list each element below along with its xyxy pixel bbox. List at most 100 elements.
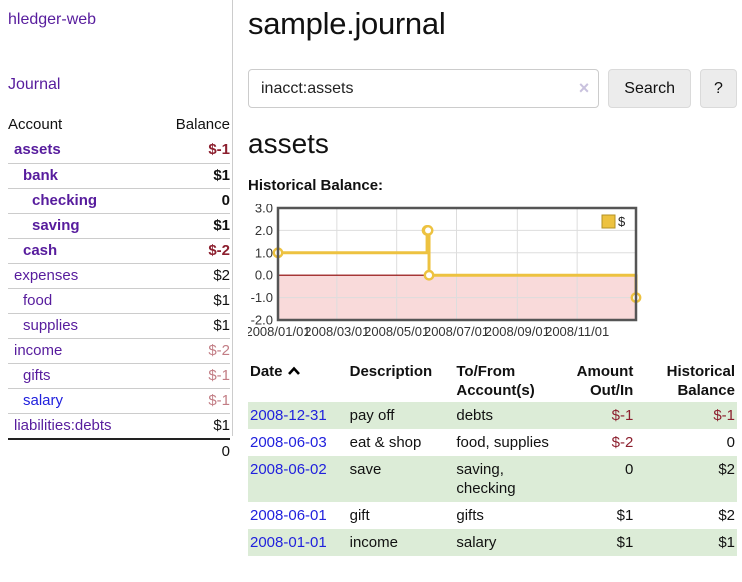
y-tick-label: 1.0 [255, 245, 273, 260]
transaction-balance: $2 [718, 461, 735, 478]
transaction-accounts: saving, checking [456, 461, 516, 497]
sidebar-account-row: liabilities:debts $1 [8, 413, 230, 438]
accounts-header-account: Account [8, 116, 63, 133]
accounts-header-balance: Balance [175, 116, 230, 133]
register-row: 2008-06-03 eat & shop food, supplies $-2 0 [248, 429, 737, 456]
sidebar-divider [232, 0, 233, 436]
transaction-date-link[interactable]: 2008-01-01 [250, 534, 327, 551]
transaction-description: pay off [349, 407, 395, 424]
sidebar-account-liabilities-debts[interactable]: liabilities:debts [14, 417, 112, 434]
transaction-accounts: debts [456, 407, 494, 424]
transaction-accounts: salary [456, 534, 497, 551]
transaction-balance: 0 [726, 434, 735, 451]
sidebar-account-checking[interactable]: checking [32, 192, 98, 209]
transaction-date-link[interactable]: 2008-06-01 [250, 507, 327, 524]
data-point-marker [423, 269, 435, 281]
account-balance: $1 [213, 217, 230, 234]
sidebar-account-gifts[interactable]: gifts [23, 367, 51, 384]
sidebar-account-row: expenses $2 [8, 263, 230, 288]
search-form: × Search ? [248, 69, 737, 108]
sidebar-account-row: supplies $1 [8, 313, 230, 338]
register-table: Date Description To/From Account(s) Amoun… [248, 360, 737, 556]
legend-swatch [601, 214, 616, 229]
chart-heading: Historical Balance: [248, 177, 384, 194]
account-balance: $-1 [208, 367, 230, 384]
transaction-date-link[interactable]: 2008-06-01 [248, 502, 348, 529]
register-header-description: Description [349, 363, 433, 380]
chart-svg: $3.0 2.0 1.0 0.0 -1.0 -2.02008/01/012008/03/0… [245, 201, 642, 339]
sidebar-account-salary[interactable]: salary [23, 392, 64, 409]
x-tick-label: 2008/07/01 [424, 324, 489, 339]
x-tick-label: 2008/03/01 [304, 324, 369, 339]
transaction-date-link[interactable]: 2008-06-03 [250, 434, 327, 451]
sidebar-account-supplies[interactable]: supplies [23, 317, 79, 334]
sidebar: hledger-web Journal Account Balance asse… [8, 0, 230, 463]
sidebar-account-row: food $1 [8, 288, 230, 313]
sidebar-account-row: salary $-1 [8, 388, 230, 413]
transaction-date-link[interactable]: 2008-06-02 [250, 461, 327, 478]
transaction-date-link[interactable]: 2008-06-02 [248, 456, 348, 502]
transaction-amount: 0 [624, 461, 634, 478]
app-title-link[interactable]: hledger-web [8, 11, 97, 28]
sidebar-account-row: income $-2 [8, 338, 230, 363]
transaction-description: save [349, 461, 382, 478]
sidebar-item-journal[interactable]: Journal [8, 76, 61, 93]
legend-label: $ [618, 214, 626, 229]
register-row: 2008-12-31 pay off debts $-1 $-1 [248, 402, 737, 429]
transaction-date-link[interactable]: 2008-01-01 [248, 529, 348, 556]
register-row: 2008-01-01 income salary $1 $1 [248, 529, 737, 556]
x-tick-label: 2008/11/01 [545, 324, 609, 339]
y-tick-label: 2.0 [255, 223, 273, 238]
transaction-description: income [349, 534, 398, 551]
account-balance: $-2 [208, 342, 230, 359]
account-balance: $2 [213, 267, 230, 284]
sidebar-account-row: bank $1 [8, 163, 230, 188]
transaction-date-link[interactable]: 2008-06-03 [248, 429, 348, 456]
accounts-balance-table: Account Balance assets $-1 bank $1 checking 0… [8, 113, 230, 463]
register-row: 2008-06-02 save saving, checking 0 $2 [248, 456, 737, 502]
sidebar-account-expenses[interactable]: expenses [14, 267, 79, 284]
search-button[interactable]: Search [608, 69, 691, 108]
register-header-amount: Amount Out/In [576, 363, 634, 399]
account-balance: $1 [213, 317, 230, 334]
transaction-date-link[interactable]: 2008-12-31 [248, 402, 348, 429]
y-tick-label: 0.0 [255, 268, 273, 283]
transaction-accounts: food, supplies [456, 434, 549, 451]
sidebar-account-assets[interactable]: assets [14, 141, 61, 158]
sidebar-account-row: cash $-2 [8, 238, 230, 263]
transaction-description: gift [349, 507, 370, 524]
sidebar-account-row: checking 0 [8, 188, 230, 213]
transaction-amount: $1 [616, 534, 634, 551]
transaction-date-link[interactable]: 2008-12-31 [250, 407, 327, 424]
historical-balance-chart: $3.0 2.0 1.0 0.0 -1.0 -2.0 2008/01/01 2008/03/0… [245, 200, 737, 348]
x-tick-label: 2008/09/01 [485, 324, 550, 339]
sidebar-account-row: assets $-1 [8, 138, 230, 163]
clear-search-icon[interactable]: × [578, 78, 590, 98]
account-balance: $-2 [208, 242, 230, 259]
sidebar-account-bank[interactable]: bank [23, 167, 59, 184]
accounts-table-header: Account Balance [8, 113, 230, 138]
transaction-accounts: gifts [456, 507, 484, 524]
account-heading: assets [248, 128, 329, 159]
y-tick-label: 3.0 [255, 204, 273, 216]
register-header-date[interactable]: Date [248, 360, 348, 402]
sidebar-account-saving[interactable]: saving [32, 217, 80, 234]
transaction-balance: $-1 [713, 407, 735, 424]
transaction-amount: $-1 [611, 407, 634, 424]
account-balance: $1 [213, 292, 230, 309]
x-tick-label: 2008/01/01 [248, 324, 311, 339]
sidebar-account-food[interactable]: food [23, 292, 53, 309]
chevron-up-icon [287, 366, 300, 375]
account-balance: $1 [213, 417, 230, 434]
accounts-total-row: 0 [8, 438, 230, 463]
main-content: sample.journal × Search ? assets Histori… [245, 0, 737, 556]
data-point-marker [422, 225, 434, 236]
help-button[interactable]: ? [700, 69, 737, 108]
account-balance: $-1 [208, 392, 230, 409]
sidebar-account-row: saving $1 [8, 213, 230, 238]
sidebar-account-income[interactable]: income [14, 342, 63, 359]
sidebar-account-cash[interactable]: cash [23, 242, 58, 259]
search-input[interactable] [248, 69, 600, 108]
account-balance: $1 [213, 167, 230, 184]
plot-border [276, 206, 638, 322]
